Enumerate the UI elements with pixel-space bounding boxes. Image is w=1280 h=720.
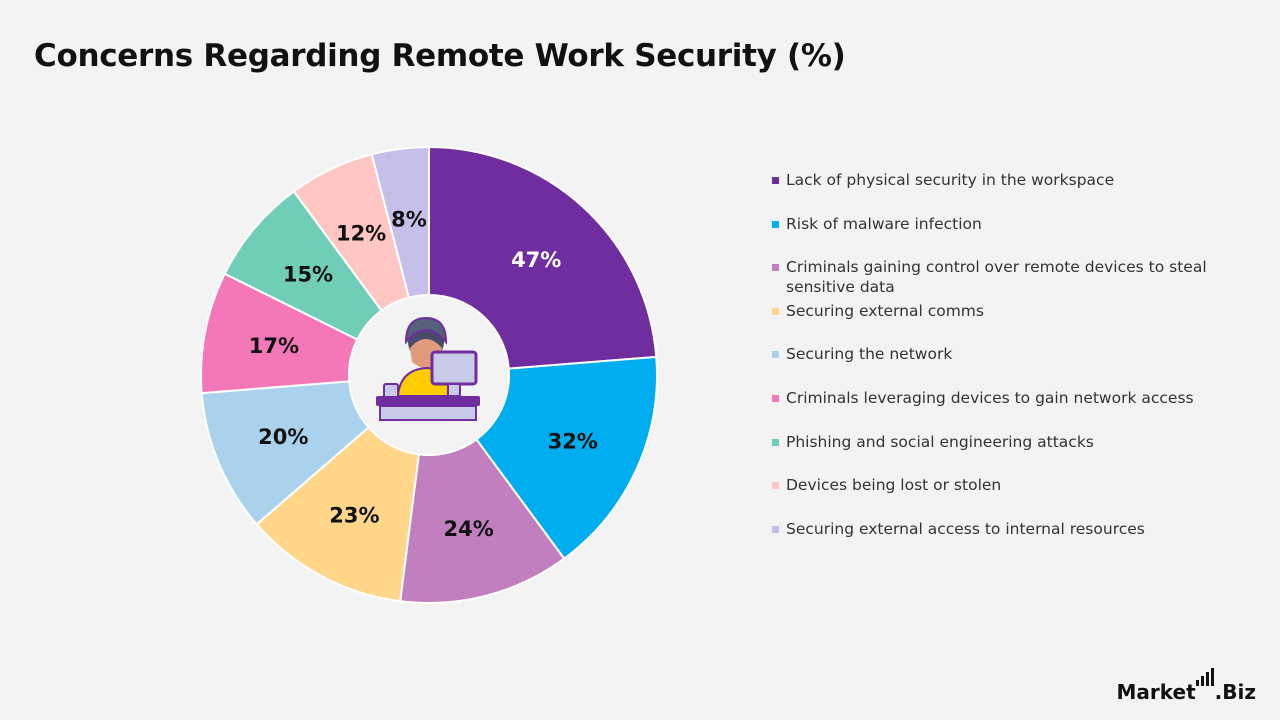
legend-item: Lack of physical security in the workspa… bbox=[772, 170, 1114, 190]
slice-label-9: 8% bbox=[391, 207, 427, 231]
legend-swatch bbox=[772, 307, 779, 315]
legend-swatch bbox=[772, 525, 779, 533]
slice-label-3: 24% bbox=[444, 517, 494, 541]
legend-item: Criminals gaining control over remote de… bbox=[772, 257, 1242, 297]
logo-bars-icon bbox=[1195, 668, 1214, 686]
pie-slice-9 bbox=[370, 145, 430, 299]
legend-label: Criminals gaining control over remote de… bbox=[786, 258, 1207, 297]
legend-swatch bbox=[772, 482, 779, 490]
legend-label: Securing external access to internal res… bbox=[786, 519, 1145, 538]
legend-item: Securing external comms bbox=[772, 301, 984, 321]
legend-item: Risk of malware infection bbox=[772, 214, 982, 234]
slice-label-4: 23% bbox=[329, 503, 379, 527]
legend-item: Securing the network bbox=[772, 344, 952, 364]
pie-slice-5 bbox=[200, 380, 370, 526]
legend-label: Devices being lost or stolen bbox=[786, 476, 1002, 495]
legend-item: Securing external access to internal res… bbox=[772, 519, 1145, 539]
legend-swatch bbox=[772, 177, 779, 184]
slice-label-6: 17% bbox=[249, 334, 299, 358]
legend-label: Lack of physical security in the workspa… bbox=[786, 171, 1115, 189]
pie-slice-1 bbox=[428, 145, 658, 370]
pie-slice-4 bbox=[255, 425, 420, 603]
slice-label-2: 32% bbox=[548, 430, 598, 454]
chart-title: Concerns Regarding Remote Work Security … bbox=[34, 38, 846, 74]
chart-slices bbox=[200, 145, 658, 604]
legend-swatch bbox=[772, 438, 779, 446]
pie-slice-2 bbox=[475, 355, 658, 561]
remote-worker-at-computer-icon bbox=[376, 316, 480, 421]
slice-label-8: 12% bbox=[336, 221, 386, 245]
legend-item: Phishing and social engineering attacks bbox=[772, 432, 1094, 452]
logo-text: Market bbox=[1116, 680, 1196, 704]
legend-swatch bbox=[772, 351, 779, 359]
legend-label: Securing external comms bbox=[786, 301, 984, 320]
slice-label-1: 47% bbox=[511, 248, 561, 272]
legend-swatch bbox=[772, 395, 779, 402]
slice-label-5: 20% bbox=[258, 425, 308, 449]
legend-label: Risk of malware infection bbox=[786, 214, 982, 233]
logo-suffix: .Biz bbox=[1214, 680, 1256, 704]
legend-item: Devices being lost or stolen bbox=[772, 475, 1001, 495]
legend-swatch bbox=[772, 220, 779, 228]
legend-label: Securing the network bbox=[786, 345, 953, 364]
pie-slice-3 bbox=[399, 438, 566, 604]
marketbiz-logo: Market .Biz bbox=[1116, 668, 1256, 704]
legend-item: Criminals leveraging devices to gain net… bbox=[772, 388, 1194, 408]
chart-slice-labels: 47% 32% 24% 23% 20% 17% 15%12%8% bbox=[249, 207, 598, 541]
slice-label-7: 15% bbox=[283, 262, 333, 286]
legend-swatch bbox=[772, 264, 779, 272]
legend-label: Criminals leveraging devices to gain net… bbox=[786, 389, 1194, 407]
legend-label: Phishing and social engineering attacks bbox=[786, 432, 1094, 451]
